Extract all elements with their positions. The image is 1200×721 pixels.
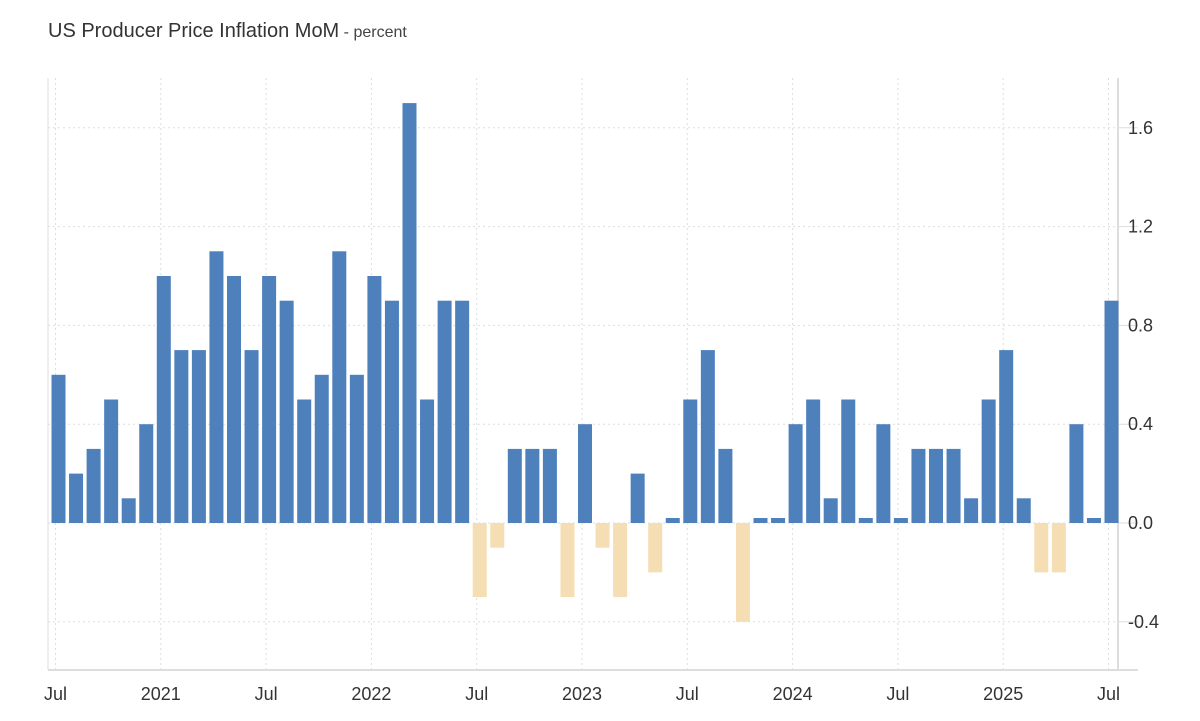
bar-2022-06 bbox=[455, 300, 470, 523]
bar-2023-03 bbox=[613, 523, 628, 598]
bar-2022-03 bbox=[402, 103, 417, 523]
bar-2020-12 bbox=[139, 424, 154, 523]
x-tick-label: 2022 bbox=[351, 684, 391, 704]
chart-unit-text: percent bbox=[353, 24, 407, 41]
bar-2021-01 bbox=[156, 276, 171, 523]
bar-2021-08 bbox=[279, 300, 294, 523]
bar-2023-11 bbox=[753, 518, 768, 523]
bar-2025-03 bbox=[1034, 523, 1049, 573]
bar-2023-02 bbox=[595, 523, 610, 548]
bar-2022-01 bbox=[367, 276, 382, 523]
bar-2024-03 bbox=[823, 498, 838, 523]
x-tick-label: 2024 bbox=[773, 684, 813, 704]
bar-2025-01 bbox=[999, 350, 1014, 523]
bar-2022-08 bbox=[490, 523, 505, 548]
bar-2022-07 bbox=[472, 523, 487, 598]
bar-2020-08 bbox=[69, 473, 84, 523]
bar-2025-06 bbox=[1086, 518, 1101, 523]
bar-2024-05 bbox=[858, 518, 873, 523]
y-tick-label: 1.2 bbox=[1128, 217, 1153, 237]
y-tick-label: 1.6 bbox=[1128, 118, 1153, 138]
bar-2022-12 bbox=[560, 523, 575, 598]
x-tick-label: 2021 bbox=[141, 684, 181, 704]
bar-2024-08 bbox=[911, 448, 926, 523]
bar-2024-06 bbox=[876, 424, 891, 523]
bar-2020-09 bbox=[86, 448, 101, 523]
y-tick-label: 0.4 bbox=[1128, 414, 1153, 434]
bar-2020-11 bbox=[121, 498, 136, 523]
bar-2024-02 bbox=[806, 399, 821, 523]
bar-2024-12 bbox=[981, 399, 996, 523]
bar-2021-12 bbox=[349, 374, 364, 523]
bar-2023-04 bbox=[630, 473, 645, 523]
x-tick-label: 2023 bbox=[562, 684, 602, 704]
x-tick-label: Jul bbox=[255, 684, 278, 704]
bar-2021-10 bbox=[314, 374, 329, 523]
bar-2022-10 bbox=[525, 448, 540, 523]
chart-title: US Producer Price Inflation MoM - percen… bbox=[48, 20, 407, 43]
bar-2024-10 bbox=[946, 448, 961, 523]
bar-2021-07 bbox=[262, 276, 277, 523]
bar-2024-01 bbox=[788, 424, 803, 523]
bar-2025-02 bbox=[1016, 498, 1031, 523]
chart-unit: - percent bbox=[339, 24, 407, 41]
bar-2020-07 bbox=[51, 374, 66, 523]
bar-2022-11 bbox=[542, 448, 557, 523]
bar-2021-05 bbox=[227, 276, 241, 523]
bar-2024-09 bbox=[929, 448, 943, 523]
bar-2025-07 bbox=[1104, 300, 1119, 523]
bar-2023-08 bbox=[700, 350, 715, 523]
x-tick-label: Jul bbox=[886, 684, 909, 704]
bar-2024-04 bbox=[841, 399, 856, 523]
bar-2024-11 bbox=[964, 498, 979, 523]
bar-2024-07 bbox=[893, 518, 908, 523]
bar-2022-05 bbox=[437, 300, 452, 523]
bar-2023-09 bbox=[718, 448, 733, 523]
bar-2023-10 bbox=[735, 523, 750, 622]
bar-2023-07 bbox=[683, 399, 698, 523]
bar-2021-06 bbox=[244, 350, 259, 523]
bar-2022-02 bbox=[384, 300, 399, 523]
y-tick-label: 0.8 bbox=[1128, 315, 1153, 335]
bar-2023-05 bbox=[648, 523, 663, 573]
y-tick-label: 0.0 bbox=[1128, 513, 1153, 533]
bar-2023-01 bbox=[578, 424, 592, 523]
bar-2021-04 bbox=[209, 251, 224, 524]
x-tick-label: 2025 bbox=[983, 684, 1023, 704]
bar-2022-04 bbox=[420, 399, 435, 523]
bar-2023-06 bbox=[665, 518, 680, 523]
bar-2025-04 bbox=[1051, 523, 1066, 573]
x-tick-label: Jul bbox=[676, 684, 699, 704]
bar-2020-10 bbox=[104, 399, 119, 523]
x-tick-label: Jul bbox=[44, 684, 67, 704]
x-tick-label: Jul bbox=[465, 684, 488, 704]
bar-2021-02 bbox=[174, 350, 189, 523]
x-tick-label: Jul bbox=[1097, 684, 1120, 704]
bar-2021-11 bbox=[332, 251, 347, 524]
bar-2025-05 bbox=[1069, 424, 1084, 523]
bar-2021-03 bbox=[191, 350, 206, 523]
bar-2021-09 bbox=[297, 399, 312, 523]
bar-2022-09 bbox=[507, 448, 522, 523]
y-tick-label: -0.4 bbox=[1128, 612, 1159, 632]
chart-title-text: US Producer Price Inflation MoM bbox=[48, 20, 340, 42]
bar-2023-12 bbox=[771, 518, 786, 523]
